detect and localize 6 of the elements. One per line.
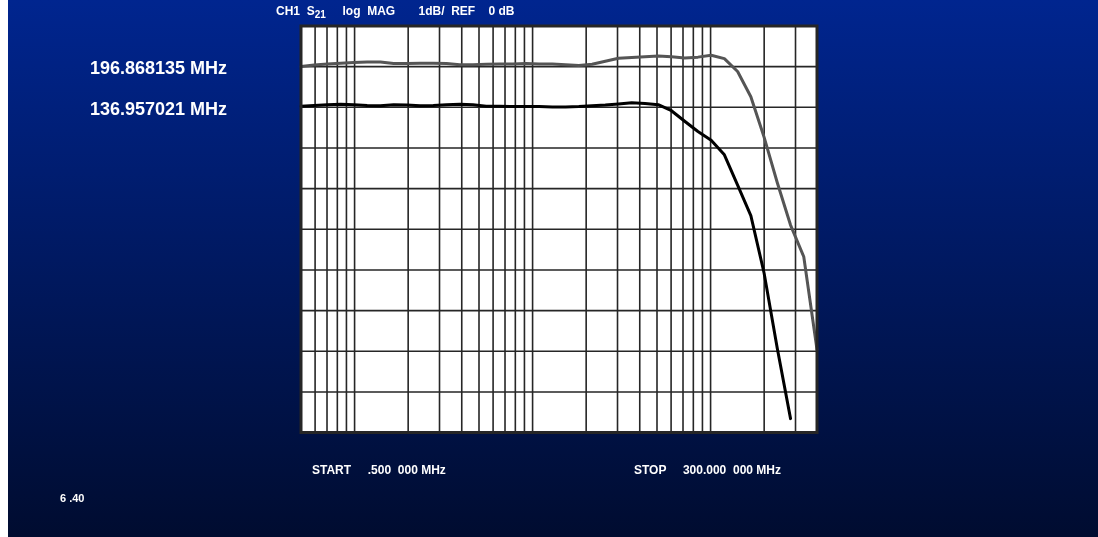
text: 136.957021 MHz xyxy=(90,99,228,120)
text: STOP 300.000 000 MHz xyxy=(634,463,781,477)
chart-title: CH1 S$_{21}$ log MAG 1dB/ REF 0 dB xyxy=(276,4,515,21)
text: START .500 000 MHz xyxy=(312,463,446,477)
text: 196.868135 MHz xyxy=(90,58,228,79)
text: 6 .40 xyxy=(60,492,85,504)
